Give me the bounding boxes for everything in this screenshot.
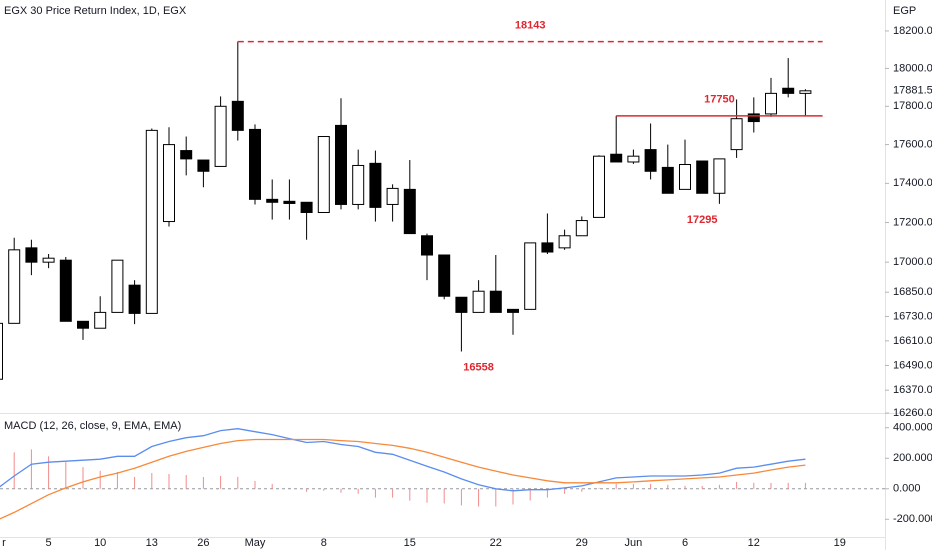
candle-body [421,235,433,256]
candle-body [300,201,313,213]
candle-body [799,90,812,94]
x-tick-label: r [2,537,6,549]
y-tick-label: 17200.000 [893,216,932,228]
macd-line [0,428,806,492]
candle-body [593,155,605,218]
x-tick-label: May [245,537,266,549]
y-tick-label: 16730.000 [893,310,932,322]
candle-body [661,166,674,194]
candle-body [610,153,623,163]
candle-body [679,163,691,190]
candle-body [283,200,296,204]
macd-title: MACD (12, 26, close, 9, EMA, EMA) [4,420,181,432]
y-tick-label: 0.000 [893,483,921,495]
y-tick-label: 16260.000 [893,407,932,419]
candle-body [335,124,347,205]
macd-line [0,438,806,520]
y-tick-label: 16850.000 [893,286,932,298]
candle-body [8,249,21,324]
last-price-label: 17881.500 [893,85,932,97]
candle-body [231,100,244,131]
x-tick-label: 22 [490,537,502,549]
candle-body [77,320,89,329]
candle-body [765,92,777,115]
x-tick-label: 8 [321,537,327,549]
candle-body [627,155,640,163]
level-label: 17750 [704,94,735,106]
y-tick-label: 17600.000 [893,139,932,151]
candle-body [214,105,227,167]
point-label: 17295 [687,214,718,226]
candle-body [145,129,158,314]
y-tick-label: 17400.000 [893,177,932,189]
candle-body [507,308,519,313]
y-tick-label: 18200.000 [893,25,932,37]
candle-body [163,144,175,223]
candle-body [249,128,261,200]
y-tick-label: 17000.000 [893,256,932,268]
candle-body [94,311,107,329]
y-tick-label: -200.000 [893,513,932,525]
x-tick-label: 13 [146,537,158,549]
candle-body [352,164,365,205]
candle-body [317,136,330,213]
candle-body [575,220,588,237]
candle-body [0,322,3,380]
candle-body [541,242,554,253]
candle-body [644,149,657,172]
y-tick-label: 18000.000 [893,62,932,74]
x-tick-label: 12 [748,537,760,549]
y-tick-label: 16370.000 [893,384,932,396]
candle-body [403,188,416,235]
x-tick-label: 15 [404,537,416,549]
y-tick-label: 200.000 [893,452,932,464]
candle-body [747,113,760,123]
x-tick-label: Jun [625,537,643,549]
x-tick-label: 19 [834,537,846,549]
x-tick-label: 29 [576,537,588,549]
x-tick-label: 26 [197,537,209,549]
candle-body [128,284,141,314]
chart-title: EGX 30 Price Return Index, 1D, EGX [4,5,187,17]
y-tick-label: 17800.000 [893,100,932,112]
candle-body [386,187,399,205]
candle-body [369,162,382,208]
candle-body [782,87,795,94]
candle-body [713,158,726,194]
candle-body [111,259,124,313]
x-tick-label: 10 [94,537,106,549]
candle-body [197,159,210,172]
x-tick-label: 6 [682,537,688,549]
candle-body [59,259,72,322]
y-tick-label: 400.000 [893,422,932,434]
candle-body [730,118,743,151]
candle-body [524,242,537,310]
candle-body [472,290,485,313]
point-label: 16558 [463,361,494,373]
y-axis-label: EGP [893,5,916,17]
candle-body [180,150,193,160]
candle-body [489,290,502,313]
level-label: 18143 [515,20,546,32]
candle-body [558,235,571,249]
y-tick-label: 16490.000 [893,359,932,371]
candle-body [266,198,279,203]
candle-body [696,160,709,194]
candle-body [438,254,451,297]
candle-body [455,296,468,313]
x-tick-label: 5 [46,537,52,549]
candle-body [25,247,38,263]
y-tick-label: 16610.000 [893,335,932,347]
candle-body [42,257,55,263]
